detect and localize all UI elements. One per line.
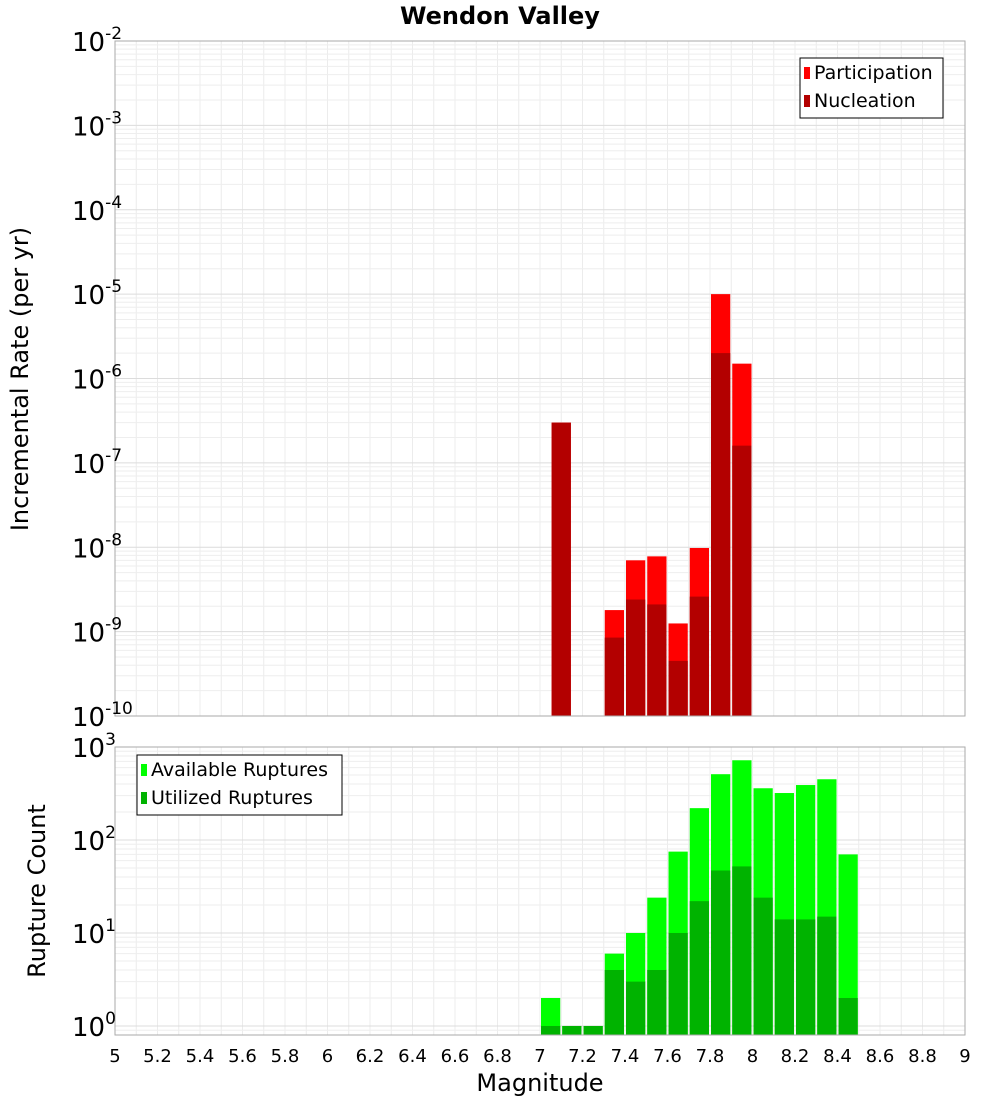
chart-title: Wendon Valley bbox=[400, 2, 600, 30]
x-tick-label: 5.2 bbox=[143, 1046, 172, 1067]
top-legend-swatch bbox=[804, 67, 810, 79]
x-tick-label: 6.4 bbox=[398, 1046, 427, 1067]
bottom-bar-utilized-ruptures bbox=[732, 866, 752, 1035]
top-bar-nucleation bbox=[711, 353, 731, 716]
bottom-y-tick-label: 101 bbox=[72, 916, 116, 950]
x-tick-label: 8.4 bbox=[823, 1046, 852, 1067]
top-y-tick-label: 10-3 bbox=[72, 108, 122, 142]
x-tick-label: 5 bbox=[109, 1046, 120, 1067]
x-tick-label: 8.8 bbox=[908, 1046, 937, 1067]
top-bar-nucleation bbox=[732, 445, 752, 716]
x-tick-label: 8.2 bbox=[781, 1046, 810, 1067]
bottom-bar-utilized-ruptures bbox=[817, 916, 837, 1035]
top-y-tick-label: 10-5 bbox=[72, 277, 122, 311]
x-tick-label: 5.8 bbox=[271, 1046, 300, 1067]
top-plot-frame bbox=[114, 40, 966, 717]
bottom-bar-available-ruptures bbox=[541, 997, 561, 1035]
x-tick-label: 9 bbox=[959, 1046, 970, 1067]
top-y-tick-label: 10-2 bbox=[72, 24, 122, 58]
x-tick-labels: 5 5.2 5.4 5.6 5.8 6 6.2 6.4 6.6 6.8 7 7.2 7.4 7.6 7.8 8… bbox=[109, 1046, 970, 1067]
top-bar-nucleation bbox=[626, 599, 646, 716]
bottom-bar-utilized-ruptures bbox=[774, 919, 794, 1035]
top-legend-label: Participation bbox=[814, 62, 933, 84]
x-tick-label: 6.6 bbox=[441, 1046, 470, 1067]
top-y-axis-label: Incremental Rate (per yr) bbox=[6, 227, 34, 531]
top-y-tick-labels: 10-2 10-3 10-4 10-5 10-6 10-7 10-8 10-9 10-10 bbox=[72, 24, 133, 733]
top-bars bbox=[551, 294, 752, 716]
bottom-legend: Available Ruptures Utilized Ruptures bbox=[136, 754, 343, 816]
x-tick-label: 6 bbox=[322, 1046, 333, 1067]
top-panel: 10-2 10-3 10-4 10-5 10-6 10-7 10-8 10-9 10-10 In… bbox=[6, 24, 966, 733]
top-bar-nucleation bbox=[604, 637, 624, 716]
bottom-y-tick-label: 103 bbox=[72, 730, 116, 764]
bottom-bars bbox=[541, 760, 858, 1035]
bottom-bar-utilized-ruptures bbox=[583, 1025, 603, 1035]
bottom-y-tick-label: 102 bbox=[72, 823, 116, 857]
x-tick-label: 7.8 bbox=[696, 1046, 725, 1067]
bottom-bar-utilized-ruptures bbox=[668, 932, 688, 1035]
x-tick-label: 7.4 bbox=[611, 1046, 640, 1067]
top-gridlines bbox=[114, 41, 966, 717]
bottom-y-axis-label: Rupture Count bbox=[23, 804, 51, 978]
bottom-y-tick-label: 100 bbox=[72, 1009, 116, 1043]
x-tick-label: 7 bbox=[534, 1046, 545, 1067]
top-legend-box bbox=[799, 57, 944, 119]
bottom-bar-utilized-ruptures bbox=[647, 969, 667, 1035]
top-y-tick-label: 10-9 bbox=[72, 615, 122, 649]
x-tick-label: 8.6 bbox=[866, 1046, 895, 1067]
x-tick-label: 8 bbox=[747, 1046, 758, 1067]
x-tick-label: 6.8 bbox=[483, 1046, 512, 1067]
x-tick-label: 7.2 bbox=[568, 1046, 597, 1067]
x-tick-label: 5.4 bbox=[186, 1046, 215, 1067]
top-legend-swatch bbox=[804, 95, 810, 107]
bottom-legend-swatch bbox=[141, 764, 147, 776]
bottom-bar-utilized-ruptures bbox=[562, 1025, 582, 1035]
bottom-bar-available-ruptures bbox=[838, 854, 858, 1035]
bottom-bar-utilized-ruptures bbox=[753, 897, 773, 1035]
bottom-legend-swatch bbox=[141, 792, 147, 804]
bottom-legend-box bbox=[136, 754, 343, 816]
bottom-bar-utilized-ruptures bbox=[796, 919, 816, 1035]
bottom-legend-label: Utilized Ruptures bbox=[151, 787, 313, 809]
bottom-bar-utilized-ruptures bbox=[604, 969, 624, 1035]
top-bar-nucleation bbox=[647, 604, 667, 716]
top-y-tick-label: 10-8 bbox=[72, 530, 122, 564]
bottom-bar-utilized-ruptures bbox=[541, 1025, 561, 1035]
bottom-plot-frame bbox=[114, 746, 966, 1036]
bottom-y-tick-labels: 103 102 101 100 bbox=[72, 730, 116, 1043]
bottom-bar-utilized-ruptures bbox=[838, 997, 858, 1035]
top-bar-nucleation bbox=[668, 660, 688, 716]
x-tick-label: 6.2 bbox=[356, 1046, 385, 1067]
top-legend-label: Nucleation bbox=[814, 90, 916, 112]
bottom-bar-utilized-ruptures bbox=[689, 901, 709, 1035]
bottom-legend-label: Available Ruptures bbox=[151, 759, 328, 781]
top-y-tick-label: 10-10 bbox=[72, 699, 133, 733]
x-tick-label: 5.6 bbox=[228, 1046, 257, 1067]
top-y-tick-label: 10-4 bbox=[72, 193, 122, 227]
bottom-bar-utilized-ruptures bbox=[626, 981, 646, 1035]
top-bar-nucleation bbox=[551, 422, 571, 716]
x-tick-label: 7.6 bbox=[653, 1046, 682, 1067]
bottom-panel: 103 102 101 100 5 5.2 5.4 5.6 5.8 6 6.2 6.4 6.6 6.8 7… bbox=[23, 730, 971, 1097]
top-y-tick-label: 10-6 bbox=[72, 362, 122, 396]
top-legend: Participation Nucleation bbox=[799, 57, 944, 119]
top-bar-nucleation bbox=[689, 596, 709, 716]
top-y-tick-label: 10-7 bbox=[72, 446, 122, 480]
bottom-bar-utilized-ruptures bbox=[711, 870, 731, 1035]
x-axis-label: Magnitude bbox=[476, 1069, 603, 1097]
